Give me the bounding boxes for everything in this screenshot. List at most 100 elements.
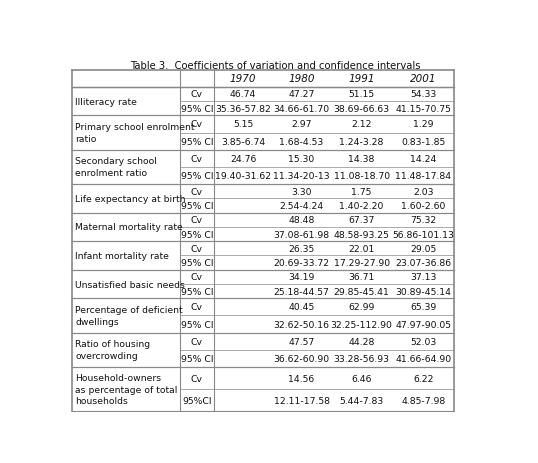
Text: 32.25-112.90: 32.25-112.90 — [331, 320, 393, 329]
Text: 95% CI: 95% CI — [181, 105, 213, 113]
Text: 24.76: 24.76 — [230, 155, 257, 163]
Text: 1.68-4.53: 1.68-4.53 — [279, 138, 324, 146]
Text: 19.40-31.62: 19.40-31.62 — [215, 172, 271, 181]
Text: 11.48-17.84: 11.48-17.84 — [395, 172, 451, 181]
Text: 32.62-50.16: 32.62-50.16 — [274, 320, 330, 329]
Text: 29.05: 29.05 — [410, 244, 436, 253]
Text: Primary school enrolment
ratio: Primary school enrolment ratio — [75, 123, 195, 144]
Text: 48.58-93.25: 48.58-93.25 — [334, 230, 390, 239]
Text: 95% CI: 95% CI — [181, 354, 213, 363]
Text: 95%CI: 95%CI — [182, 396, 211, 405]
Text: 1991: 1991 — [349, 74, 375, 84]
Text: 34.66-61.70: 34.66-61.70 — [273, 105, 330, 113]
Text: 5.15: 5.15 — [233, 120, 253, 129]
Text: 37.08-61.98: 37.08-61.98 — [273, 230, 330, 239]
Text: 11.34-20-13: 11.34-20-13 — [273, 172, 330, 181]
Text: 48.48: 48.48 — [288, 216, 315, 225]
Text: Secondary school
enrolment ratio: Secondary school enrolment ratio — [75, 157, 157, 178]
Text: 95% CI: 95% CI — [181, 201, 213, 211]
Text: 38.69-66.63: 38.69-66.63 — [334, 105, 390, 113]
Text: 1.40-2.20: 1.40-2.20 — [339, 201, 384, 211]
Text: Percentage of deficient
dwellings: Percentage of deficient dwellings — [75, 306, 183, 326]
Text: 20.69-33.72: 20.69-33.72 — [273, 258, 330, 268]
Text: 34.19: 34.19 — [288, 273, 315, 282]
Text: Cv: Cv — [191, 303, 203, 312]
Text: Household-owners
as percentage of total
households: Household-owners as percentage of total … — [75, 373, 178, 406]
Text: 3.85-6.74: 3.85-6.74 — [221, 138, 265, 146]
Text: 46.74: 46.74 — [230, 90, 257, 99]
Text: 2.03: 2.03 — [413, 187, 434, 196]
Text: 56.86-101.13: 56.86-101.13 — [392, 230, 454, 239]
Text: 29.85-45.41: 29.85-45.41 — [334, 287, 390, 296]
Text: 95% CI: 95% CI — [181, 258, 213, 268]
Text: 41.66-64.90: 41.66-64.90 — [395, 354, 451, 363]
Text: 67.37: 67.37 — [349, 216, 375, 225]
Text: Cv: Cv — [191, 90, 203, 99]
Text: Cv: Cv — [191, 374, 203, 383]
Text: 15.30: 15.30 — [288, 155, 315, 163]
Text: 2.97: 2.97 — [291, 120, 312, 129]
Text: 33.28-56.93: 33.28-56.93 — [334, 354, 390, 363]
Text: 47.57: 47.57 — [288, 337, 315, 346]
Text: Cv: Cv — [191, 337, 203, 346]
Text: Illiteracy rate: Illiteracy rate — [75, 97, 137, 106]
Text: 95% CI: 95% CI — [181, 230, 213, 239]
Text: Cv: Cv — [191, 120, 203, 129]
Text: 65.39: 65.39 — [410, 303, 436, 312]
Text: Unsatisfied basic needs: Unsatisfied basic needs — [75, 280, 185, 289]
Text: Cv: Cv — [191, 216, 203, 225]
Text: 1970: 1970 — [230, 74, 257, 84]
Text: 25.18-44.57: 25.18-44.57 — [274, 287, 329, 296]
Text: 95% CI: 95% CI — [181, 320, 213, 329]
Text: 95% CI: 95% CI — [181, 287, 213, 296]
Text: 22.01: 22.01 — [349, 244, 375, 253]
Text: 1980: 1980 — [288, 74, 315, 84]
Text: 17.29-27.90: 17.29-27.90 — [334, 258, 390, 268]
Text: 14.56: 14.56 — [288, 374, 315, 383]
Text: 47.97-90.05: 47.97-90.05 — [395, 320, 451, 329]
Text: Table 3.  Coefficients of variation and confidence intervals: Table 3. Coefficients of variation and c… — [131, 61, 421, 71]
Text: 41.15-70.75: 41.15-70.75 — [395, 105, 451, 113]
Text: 2.12: 2.12 — [351, 120, 372, 129]
Text: Infant mortality rate: Infant mortality rate — [75, 251, 169, 260]
Text: 11.08-18.70: 11.08-18.70 — [334, 172, 390, 181]
Text: 14.38: 14.38 — [349, 155, 375, 163]
Text: 36.62-60.90: 36.62-60.90 — [273, 354, 330, 363]
Text: 5.44-7.83: 5.44-7.83 — [339, 396, 384, 405]
Text: 35.36-57.82: 35.36-57.82 — [215, 105, 271, 113]
Text: 1.75: 1.75 — [351, 187, 372, 196]
Text: Cv: Cv — [191, 187, 203, 196]
Text: 1.60-2.60: 1.60-2.60 — [401, 201, 445, 211]
Text: 95% CI: 95% CI — [181, 172, 213, 181]
Text: 62.99: 62.99 — [349, 303, 375, 312]
Text: 1.29: 1.29 — [413, 120, 434, 129]
Text: 95% CI: 95% CI — [181, 138, 213, 146]
Text: 12.11-17.58: 12.11-17.58 — [274, 396, 330, 405]
Text: 0.83-1.85: 0.83-1.85 — [401, 138, 445, 146]
Text: 6.22: 6.22 — [413, 374, 434, 383]
Text: 40.45: 40.45 — [288, 303, 315, 312]
Text: 26.35: 26.35 — [288, 244, 315, 253]
Text: 1.24-3.28: 1.24-3.28 — [339, 138, 384, 146]
Text: Cv: Cv — [191, 273, 203, 282]
Text: Life expectancy at birth: Life expectancy at birth — [75, 194, 186, 203]
Text: 37.13: 37.13 — [410, 273, 436, 282]
Text: 23.07-36.86: 23.07-36.86 — [395, 258, 451, 268]
Text: 52.03: 52.03 — [410, 337, 436, 346]
Text: Cv: Cv — [191, 155, 203, 163]
Text: 14.24: 14.24 — [410, 155, 436, 163]
Text: 3.30: 3.30 — [291, 187, 312, 196]
Text: 6.46: 6.46 — [351, 374, 372, 383]
Text: 30.89-45.14: 30.89-45.14 — [395, 287, 451, 296]
Text: 51.15: 51.15 — [349, 90, 374, 99]
Text: Ratio of housing
overcrowding: Ratio of housing overcrowding — [75, 340, 150, 360]
Text: 2001: 2001 — [410, 74, 436, 84]
Text: 44.28: 44.28 — [349, 337, 375, 346]
Text: 4.85-7.98: 4.85-7.98 — [401, 396, 445, 405]
Text: 47.27: 47.27 — [288, 90, 315, 99]
Text: 75.32: 75.32 — [410, 216, 436, 225]
Text: 36.71: 36.71 — [349, 273, 375, 282]
Text: Maternal mortality rate: Maternal mortality rate — [75, 223, 183, 232]
Text: 54.33: 54.33 — [410, 90, 436, 99]
Text: 2.54-4.24: 2.54-4.24 — [279, 201, 324, 211]
